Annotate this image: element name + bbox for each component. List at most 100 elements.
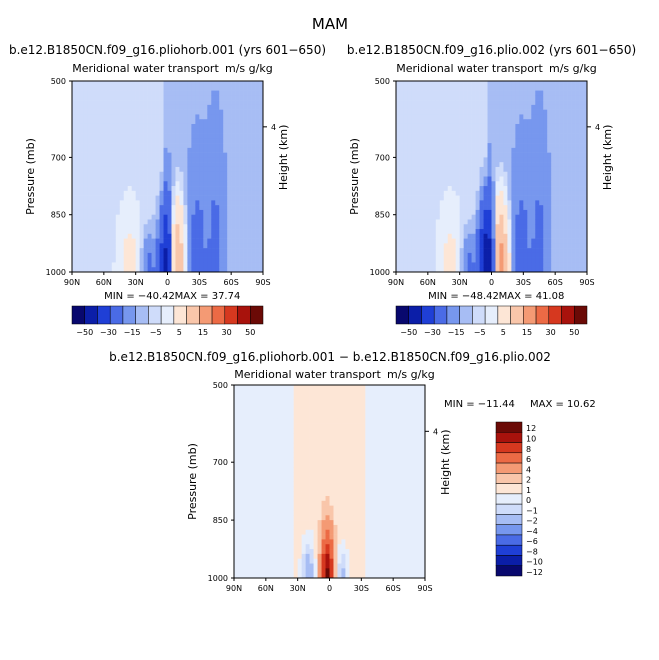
heatmap-cell (427, 267, 433, 273)
heatmap-cell (251, 95, 256, 101)
heatmap-cell (219, 262, 224, 268)
heatmap-cell (495, 252, 500, 258)
heatmap-cell (215, 176, 220, 182)
heatmap-cell (285, 486, 291, 492)
heatmap-cell (491, 200, 496, 206)
heatmap-cell (515, 119, 520, 125)
heatmap-cell (539, 171, 544, 177)
heatmap-cell (95, 104, 101, 110)
heatmap-cell (191, 209, 196, 216)
heatmap-cell (231, 162, 236, 168)
heatmap-cell (191, 267, 196, 273)
heatmap-cell (223, 190, 228, 196)
heatmap-cell (487, 186, 492, 192)
heatmap-cell (396, 209, 401, 216)
heatmap-cell (147, 114, 152, 120)
heatmap-cell (471, 238, 476, 244)
heatmap-cell (107, 248, 113, 254)
heatmap-cell (531, 157, 536, 163)
heatmap-cell (223, 205, 228, 211)
heatmap-cell (491, 267, 496, 273)
heatmap-cell (515, 229, 520, 235)
heatmap-cell (475, 252, 480, 258)
heatmap-cell (543, 100, 548, 106)
heatmap-cell (215, 119, 220, 125)
heatmap-cell (411, 133, 417, 139)
heatmap-cell (547, 262, 552, 268)
y-tick-label: 500 (51, 77, 66, 86)
heatmap-cell (495, 219, 500, 225)
heatmap-cell (555, 238, 560, 244)
heatmap-cell (451, 152, 456, 158)
heatmap-cell (183, 128, 188, 134)
heatmap-cell (91, 224, 97, 230)
heatmap-cell (571, 138, 576, 144)
heatmap-cell (463, 133, 468, 139)
heatmap-cell (519, 114, 524, 120)
heatmap-cell (155, 190, 160, 196)
heatmap-cell (507, 224, 512, 230)
heatmap-cell (407, 195, 413, 201)
heatmap-cell (333, 544, 338, 550)
heatmap-cell (265, 491, 271, 497)
heatmap-cell (333, 447, 338, 453)
heatmap-cell (269, 438, 275, 444)
heatmap-cell (396, 200, 401, 206)
heatmap-cell (91, 238, 97, 244)
heatmap-cell (219, 224, 224, 230)
heatmap-cell (103, 104, 109, 110)
heatmap-cell (261, 394, 267, 400)
heatmap-cell (139, 104, 144, 110)
heatmap-cell (247, 114, 252, 120)
heatmap-cell (467, 95, 472, 101)
heatmap-cell (253, 442, 259, 449)
heatmap-cell (131, 104, 136, 110)
heatmap-cell (297, 413, 302, 420)
heatmap-cell (515, 190, 520, 196)
heatmap-cell (519, 243, 524, 249)
heatmap-cell (281, 510, 287, 516)
heatmap-cell (135, 85, 140, 91)
heatmap-cell (251, 147, 256, 153)
heatmap-cell (269, 553, 275, 560)
heatmap-cell (289, 568, 294, 574)
heatmap-cell (261, 544, 267, 550)
heatmap-cell (479, 147, 484, 153)
heatmap-cell (396, 190, 401, 196)
heatmap-cell (471, 133, 476, 139)
min-label: MIN = −40.42 (104, 291, 175, 302)
heatmap-cell (495, 209, 500, 216)
heatmap-cell (227, 109, 232, 115)
heatmap-cell (234, 433, 239, 439)
heatmap-cell (83, 219, 89, 225)
heatmap-cell (523, 205, 528, 211)
heatmap-cell (333, 462, 338, 468)
heatmap-cell (199, 200, 204, 206)
heatmap-cell (329, 471, 334, 477)
heatmap-cell (87, 95, 93, 101)
heatmap-cell (175, 205, 180, 211)
heatmap-cell (539, 90, 544, 96)
heatmap-cell (171, 248, 176, 254)
heatmap-cell (289, 389, 294, 395)
heatmap-cell (257, 452, 263, 458)
heatmap-cell (219, 85, 224, 91)
heatmap-cell (219, 209, 224, 216)
heatmap-cell (159, 243, 164, 249)
heatmap-cell (273, 447, 279, 453)
heatmap-cell (261, 409, 267, 415)
heatmap-cell (325, 399, 330, 405)
heatmap-cell (543, 209, 548, 216)
heatmap-cell (293, 539, 298, 545)
heatmap-cell (555, 157, 560, 163)
heatmap-cell (333, 486, 338, 492)
heatmap-cell (99, 143, 105, 149)
heatmap-cell (179, 81, 184, 87)
colorbar-swatch (472, 305, 486, 325)
heatmap-cell (191, 186, 196, 192)
heatmap-cell (281, 500, 287, 506)
heatmap-cell (135, 248, 140, 254)
heatmap-cell (507, 157, 512, 163)
heatmap-cell (511, 100, 516, 106)
heatmap-cell (223, 128, 228, 134)
